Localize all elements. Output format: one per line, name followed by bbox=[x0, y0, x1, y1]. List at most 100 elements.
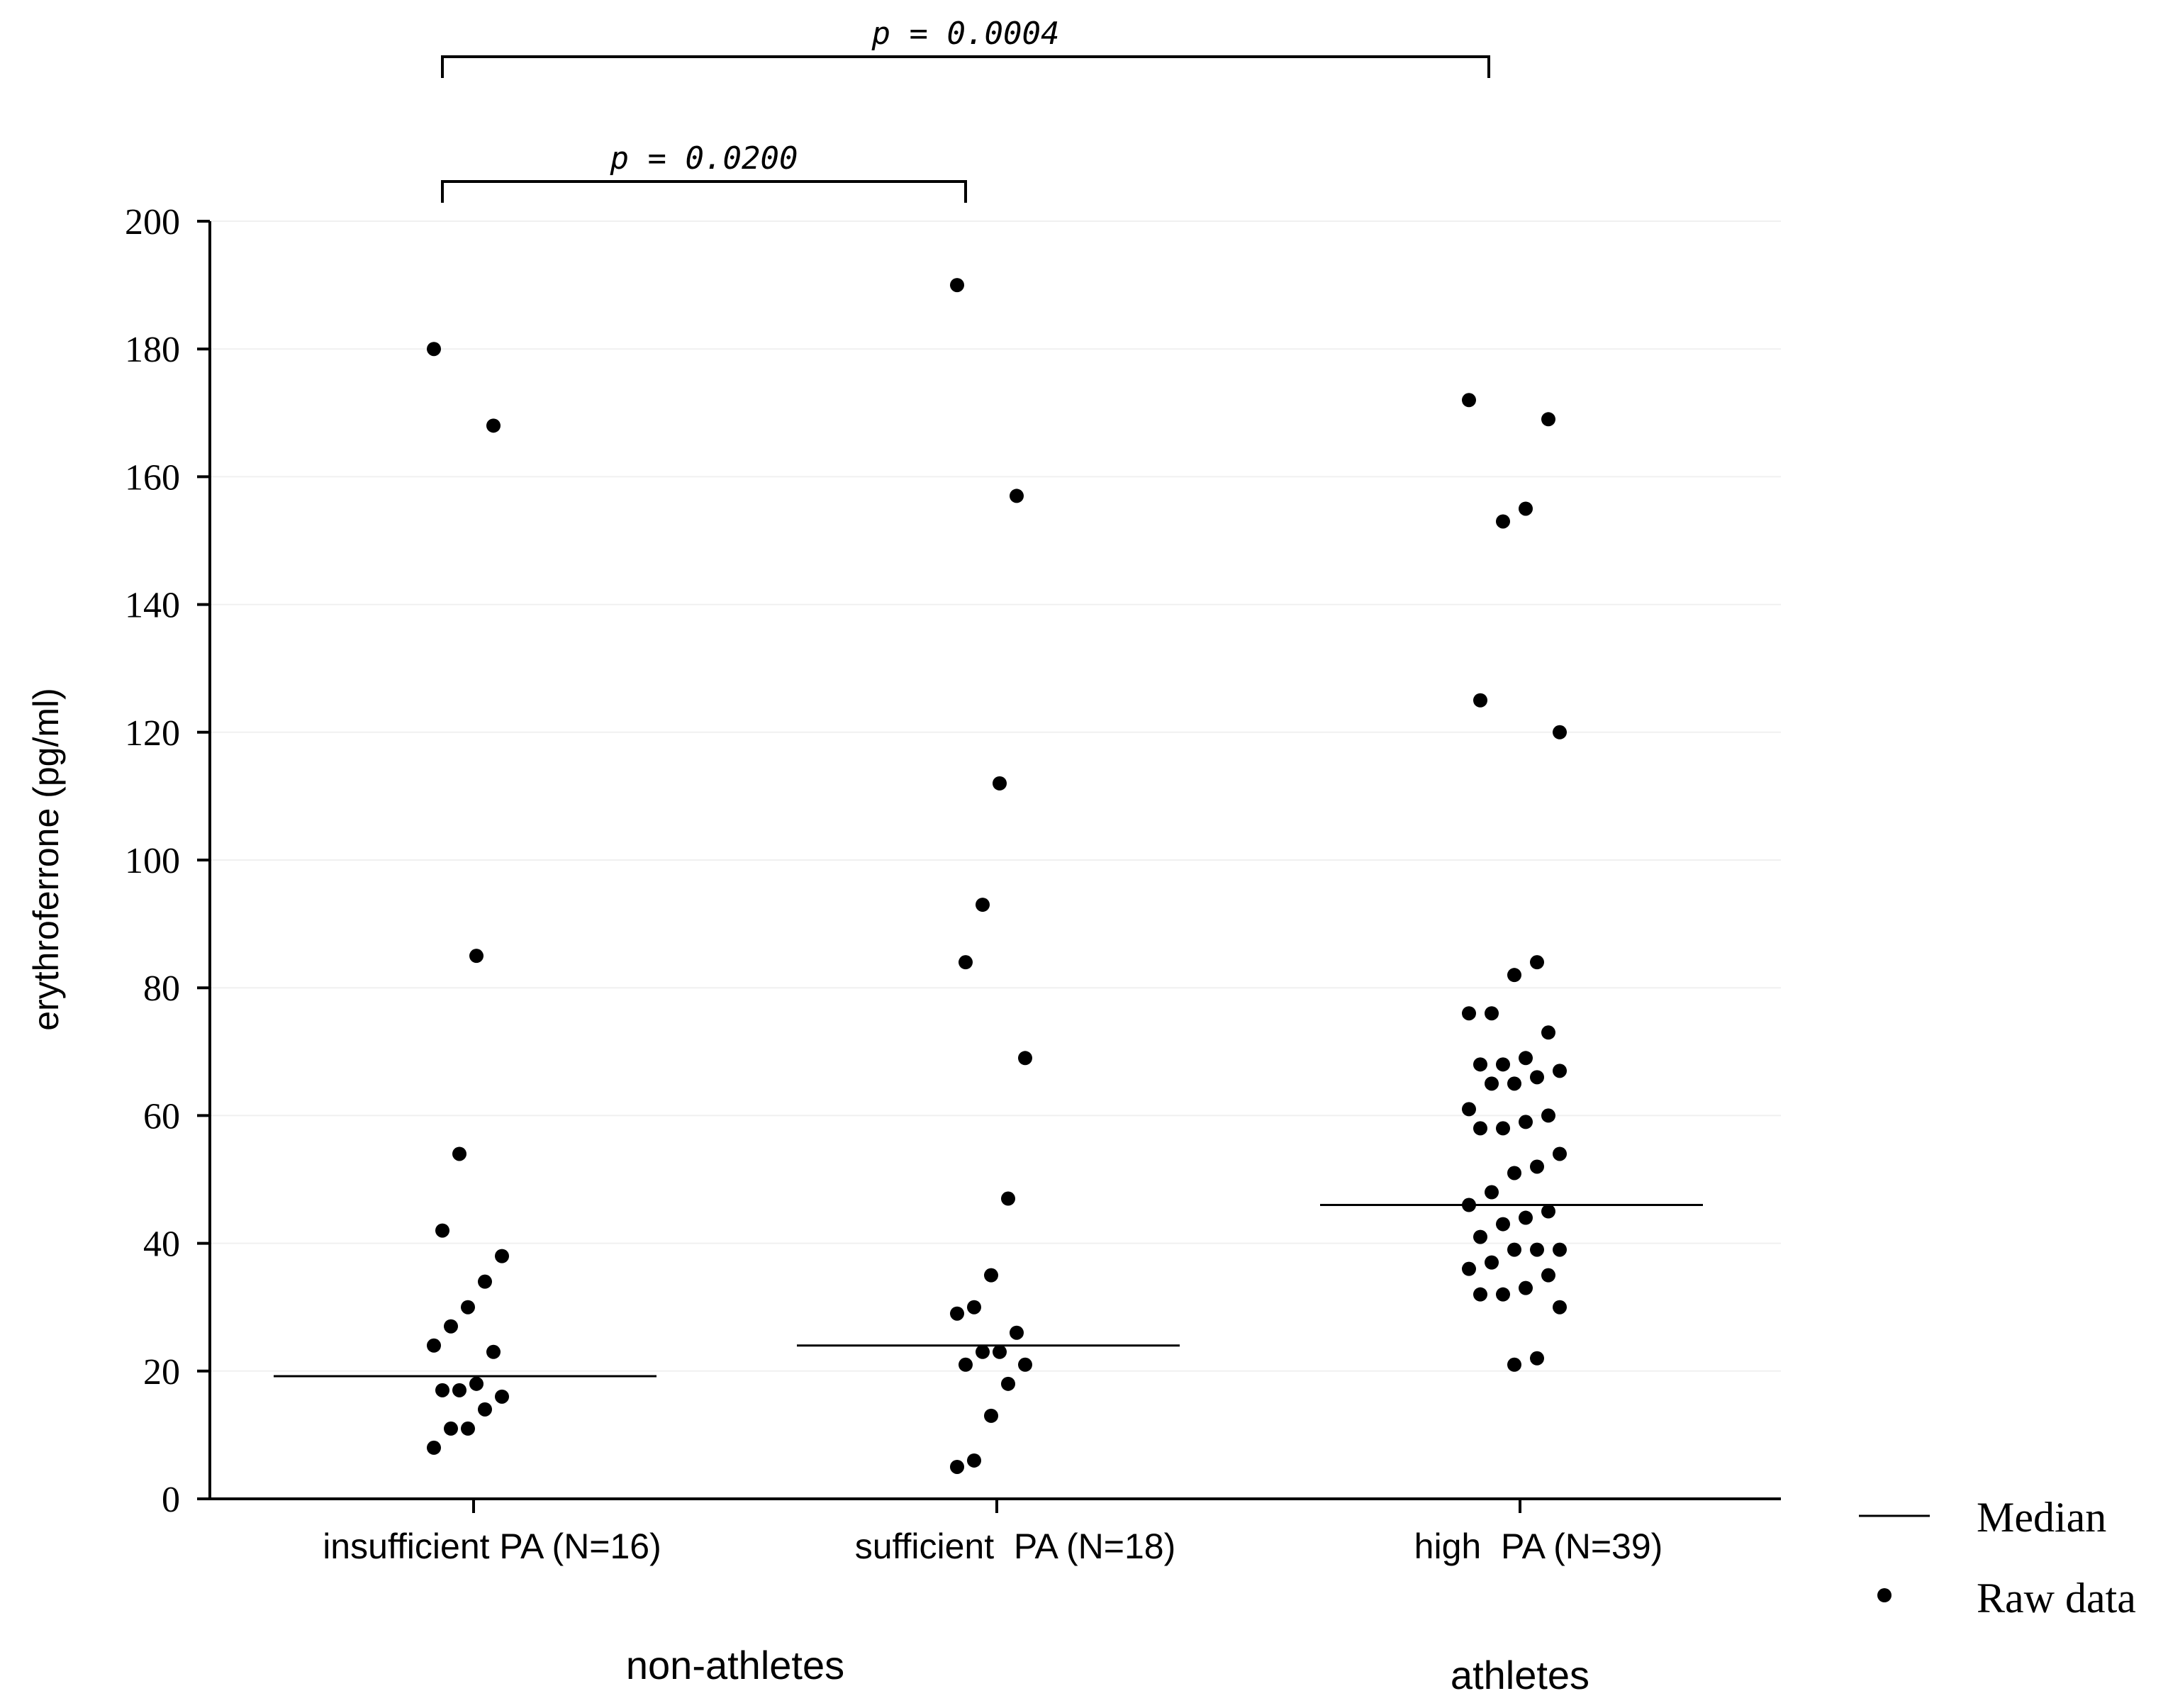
data-point bbox=[984, 1268, 998, 1283]
data-point bbox=[1530, 1351, 1544, 1366]
data-point bbox=[1473, 693, 1487, 708]
data-point bbox=[976, 1344, 990, 1359]
data-point bbox=[1485, 1255, 1499, 1270]
p-value-label: p = 0.0004 bbox=[871, 16, 1060, 52]
x-tick-label: insufficient PA (N=16) bbox=[323, 1526, 661, 1566]
data-point bbox=[984, 1408, 998, 1423]
data-point bbox=[1553, 1146, 1567, 1161]
data-point bbox=[486, 418, 501, 433]
data-point bbox=[1541, 1204, 1555, 1219]
data-point bbox=[993, 776, 1007, 791]
y-ticks: 0 20 40 60 80 100 120 140 160 180 200 bbox=[125, 202, 210, 1520]
data-point bbox=[993, 1344, 1007, 1359]
data-point bbox=[1541, 1025, 1555, 1040]
data-point bbox=[478, 1274, 492, 1289]
data-point bbox=[1507, 1076, 1521, 1091]
data-point bbox=[486, 1344, 501, 1359]
data-point bbox=[1519, 1051, 1533, 1066]
data-point bbox=[1462, 1198, 1476, 1212]
data-point bbox=[1553, 725, 1567, 739]
data-point bbox=[1001, 1191, 1015, 1206]
data-point bbox=[1519, 1280, 1533, 1295]
data-point bbox=[1018, 1051, 1032, 1066]
data-point bbox=[1507, 968, 1521, 983]
data-point bbox=[976, 898, 990, 912]
data-point bbox=[1462, 1261, 1476, 1276]
data-point bbox=[1001, 1376, 1015, 1391]
data-point bbox=[1530, 1159, 1544, 1174]
data-point bbox=[1473, 1229, 1487, 1244]
data-point bbox=[444, 1319, 458, 1334]
data-point bbox=[1541, 1108, 1555, 1123]
data-point bbox=[1553, 1300, 1567, 1315]
data-point bbox=[967, 1453, 981, 1468]
data-point bbox=[959, 1357, 973, 1372]
data-point bbox=[1010, 1325, 1024, 1340]
data-point bbox=[1496, 1121, 1510, 1136]
data-point bbox=[427, 1440, 441, 1455]
data-point bbox=[967, 1300, 981, 1315]
y-tick-label: 40 bbox=[143, 1224, 180, 1265]
data-point bbox=[444, 1421, 458, 1436]
data-point bbox=[1541, 1268, 1555, 1283]
data-point bbox=[1519, 1210, 1533, 1225]
data-point bbox=[1507, 1166, 1521, 1180]
x-ticks: insufficient PA (N=16) sufficient PA (N=1… bbox=[323, 1499, 1663, 1566]
data-point bbox=[1462, 1102, 1476, 1117]
data-point bbox=[452, 1146, 466, 1161]
data-point bbox=[1507, 1242, 1521, 1257]
data-point bbox=[427, 342, 441, 357]
group-label: athletes bbox=[1451, 1653, 1589, 1697]
data-point bbox=[1553, 1064, 1567, 1078]
data-point bbox=[1530, 955, 1544, 970]
median-lines bbox=[274, 1204, 1703, 1378]
data-point bbox=[435, 1383, 449, 1397]
data-point bbox=[1496, 514, 1510, 529]
raw-data-points bbox=[427, 278, 1567, 1474]
significance-brackets: p = 0.0200 p = 0.0004 bbox=[441, 16, 1490, 203]
data-point bbox=[1462, 393, 1476, 408]
data-point bbox=[1010, 489, 1024, 503]
data-point bbox=[495, 1389, 509, 1404]
y-tick-label: 80 bbox=[143, 969, 180, 1009]
legend: Median Raw data bbox=[1859, 1494, 2136, 1622]
group-label: non-athletes bbox=[626, 1643, 844, 1687]
comparison-bracket bbox=[441, 180, 967, 203]
y-tick-label: 20 bbox=[143, 1352, 180, 1392]
data-point bbox=[1018, 1357, 1032, 1372]
y-tick-label: 180 bbox=[125, 330, 180, 370]
data-point bbox=[950, 1306, 964, 1321]
data-point bbox=[1507, 1357, 1521, 1372]
data-point bbox=[427, 1338, 441, 1353]
data-point bbox=[1473, 1287, 1487, 1302]
data-point bbox=[1485, 1076, 1499, 1091]
data-point bbox=[959, 955, 973, 970]
data-point bbox=[1519, 501, 1533, 516]
data-point bbox=[495, 1249, 509, 1263]
data-point bbox=[1553, 1242, 1567, 1257]
data-point bbox=[1485, 1185, 1499, 1200]
y-tick-label: 60 bbox=[143, 1096, 180, 1137]
data-point bbox=[1541, 412, 1555, 427]
y-tick-label: 120 bbox=[125, 713, 180, 754]
legend-median-label: Median bbox=[1977, 1494, 2106, 1541]
data-point bbox=[950, 1459, 964, 1474]
x-tick-label: high PA (N=39) bbox=[1414, 1526, 1663, 1566]
data-point bbox=[1530, 1242, 1544, 1257]
y-tick-label: 0 bbox=[162, 1480, 180, 1520]
y-tick-label: 100 bbox=[125, 841, 180, 881]
data-point bbox=[1519, 1115, 1533, 1129]
x-tick-label: sufficient PA (N=18) bbox=[855, 1526, 1176, 1566]
data-point bbox=[1496, 1057, 1510, 1072]
data-point bbox=[469, 1376, 484, 1391]
y-axis-label: erythroferrone (pg/ml) bbox=[26, 688, 66, 1031]
data-point bbox=[461, 1421, 475, 1436]
y-tick-label: 160 bbox=[125, 457, 180, 498]
data-point bbox=[1473, 1121, 1487, 1136]
p-value-label: p = 0.0200 bbox=[610, 140, 798, 177]
data-point bbox=[435, 1223, 449, 1238]
legend-raw-data-label: Raw data bbox=[1977, 1575, 2136, 1622]
data-point bbox=[1496, 1217, 1510, 1232]
y-tick-label: 200 bbox=[125, 202, 180, 242]
data-point bbox=[1473, 1057, 1487, 1072]
